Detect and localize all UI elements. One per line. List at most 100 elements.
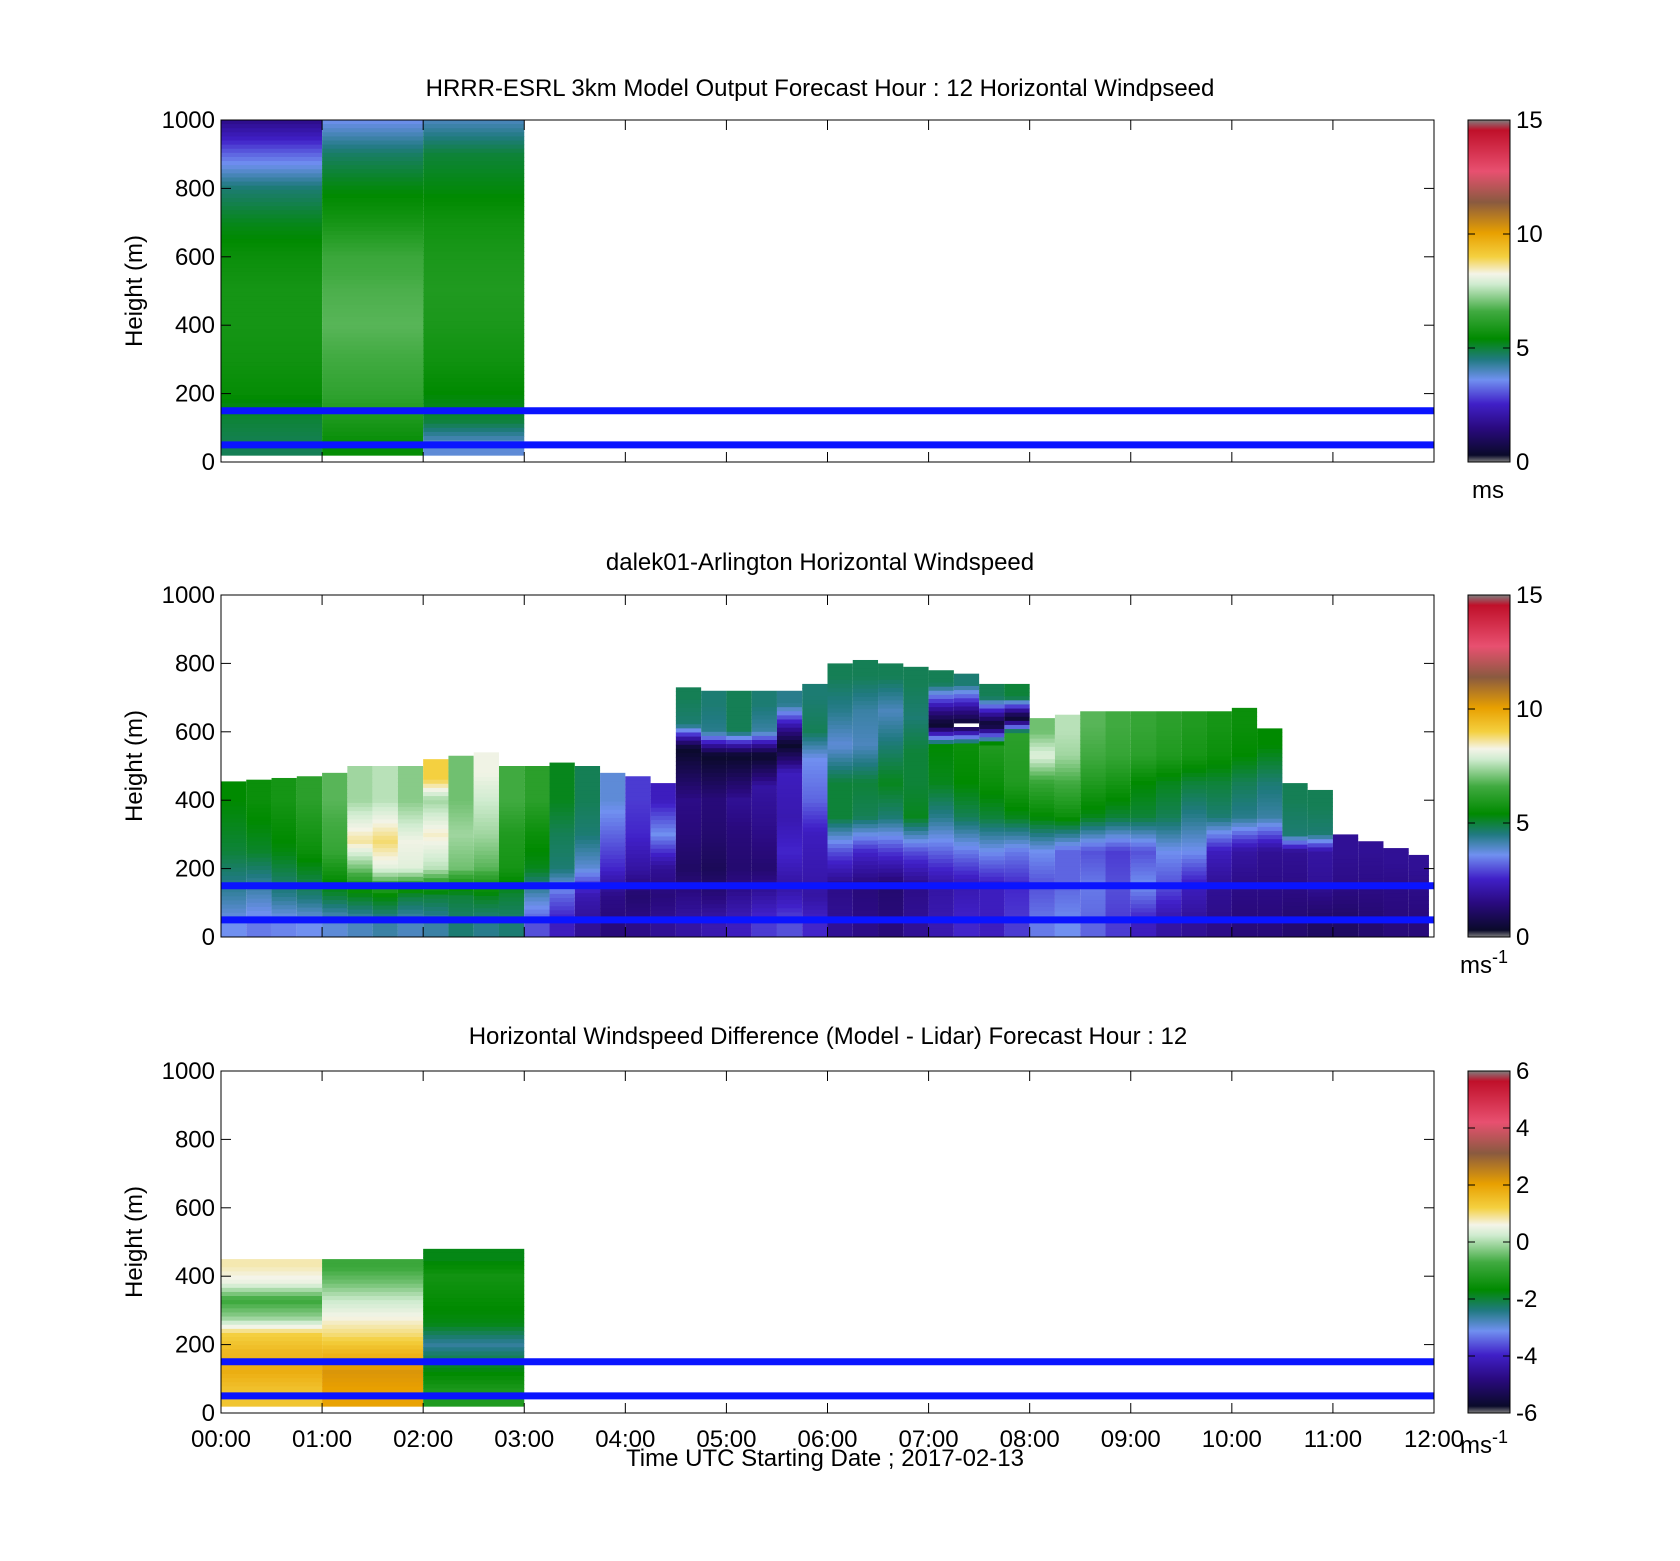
heatmap-cell <box>726 764 752 770</box>
heatmap-cell <box>423 288 525 293</box>
heatmap-cell <box>827 798 853 804</box>
heatmap-cell <box>322 1365 424 1371</box>
heatmap-cell <box>1054 907 1081 913</box>
heatmap-cell <box>903 789 929 795</box>
heatmap-cell <box>852 774 879 780</box>
heatmap-cell <box>903 929 929 935</box>
heatmap-cell <box>1105 711 1131 716</box>
heatmap-cell <box>1282 877 1308 883</box>
heatmap-cell <box>903 863 929 869</box>
heatmap-cell <box>221 263 323 269</box>
heatmap-cell <box>726 817 752 823</box>
heatmap-cell <box>372 811 398 816</box>
heatmap-cell <box>802 798 828 804</box>
heatmap-cell <box>1181 764 1207 770</box>
heatmap-cell <box>827 761 853 767</box>
heatmap-cell <box>372 766 398 771</box>
heatmap-cell <box>221 345 323 351</box>
heatmap-cell <box>827 753 853 759</box>
heatmap-cell <box>1080 744 1106 749</box>
heatmap-cell <box>498 843 525 849</box>
heatmap-cell <box>1282 828 1308 833</box>
heatmap-cell <box>852 795 879 801</box>
heatmap-cell <box>1181 817 1207 823</box>
heatmap-cell <box>701 900 727 905</box>
heatmap-cell <box>423 824 449 830</box>
heatmap-cell <box>1080 781 1106 786</box>
heatmap-cell <box>549 828 575 833</box>
heatmap-cell <box>1130 789 1157 794</box>
heatmap-cell <box>1080 834 1106 840</box>
x-tick-label: 12:00 <box>1404 1426 1464 1453</box>
heatmap-cell <box>322 1374 424 1379</box>
heatmap-cell <box>498 926 525 931</box>
heatmap-cell <box>953 743 980 749</box>
heatmap-cell <box>726 867 752 872</box>
heatmap-cell <box>1130 813 1157 819</box>
heatmap-cell <box>1383 872 1409 878</box>
heatmap-cell <box>928 834 954 840</box>
heatmap-cell <box>953 759 980 765</box>
heatmap-cell <box>1383 909 1409 915</box>
heatmap-cell <box>802 926 828 931</box>
heatmap-cell <box>1332 887 1359 893</box>
heatmap-cell <box>1156 723 1182 729</box>
heatmap-cell <box>347 909 373 915</box>
heatmap-cell <box>372 831 398 837</box>
heatmap-cell <box>397 766 424 771</box>
heatmap-cell <box>1332 924 1359 930</box>
heatmap-cell <box>246 804 272 809</box>
heatmap-cell <box>878 905 904 911</box>
heatmap-cell <box>751 789 777 794</box>
heatmap-cell <box>625 887 651 892</box>
heatmap-cell <box>423 902 449 908</box>
heatmap-cell <box>675 802 702 807</box>
heatmap-cell <box>625 895 651 900</box>
heatmap-cell <box>574 860 601 865</box>
heatmap-cell <box>827 737 853 742</box>
heatmap-cell <box>928 875 954 881</box>
heatmap-cell <box>878 679 904 685</box>
heatmap-cell <box>827 716 853 722</box>
heatmap-cell <box>675 687 702 692</box>
heatmap-cell <box>600 822 626 827</box>
heatmap-cell <box>498 909 525 915</box>
heatmap-cell <box>979 827 1005 833</box>
heatmap-cell <box>1029 808 1055 814</box>
heatmap-cell <box>1080 895 1106 901</box>
heatmap-cell <box>322 185 424 191</box>
heatmap-cell <box>423 865 449 871</box>
heatmap-cell <box>1231 847 1258 852</box>
lidar-panel: dalek01-Arlington Horizontal Windspeed 0… <box>121 549 1543 979</box>
heatmap-cell <box>221 801 247 807</box>
heatmap-cell <box>221 427 323 433</box>
heatmap-cell <box>827 807 853 812</box>
heatmap-cell <box>524 926 550 931</box>
heatmap-cell <box>423 267 525 273</box>
heatmap-cell <box>928 887 954 893</box>
x-tick-label: 06:00 <box>797 1426 857 1453</box>
heatmap-cell <box>423 230 525 236</box>
heatmap-cell <box>675 839 702 844</box>
heatmap-cell <box>372 872 398 878</box>
heatmap-cell <box>1080 830 1106 835</box>
heatmap-cell <box>701 859 727 864</box>
heatmap-cell <box>1054 833 1081 839</box>
heatmap-cell <box>524 794 550 800</box>
heatmap-cell <box>1181 895 1207 901</box>
heatmap-cell <box>802 807 828 812</box>
heatmap-cell <box>221 214 323 219</box>
heatmap-cell <box>1004 774 1030 779</box>
heatmap-cell <box>1307 810 1333 816</box>
heatmap-cell <box>221 830 247 836</box>
heatmap-cell <box>953 685 980 691</box>
heatmap-cell <box>1080 854 1106 860</box>
heatmap-cell <box>1080 805 1106 811</box>
heatmap-cell <box>1105 842 1131 848</box>
heatmap-cell <box>878 926 904 931</box>
heatmap-cell <box>1130 727 1157 733</box>
heatmap-cell <box>1156 785 1182 790</box>
heatmap-cell <box>296 825 323 831</box>
heatmap-cell <box>1130 793 1157 798</box>
heatmap-cell <box>549 820 575 825</box>
